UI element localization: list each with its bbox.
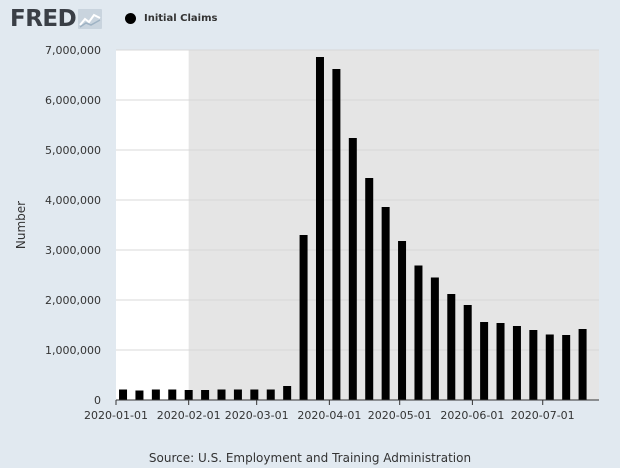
y-axis-title: Number [14,201,28,249]
chart-spark-icon [78,9,103,29]
legend[interactable]: Initial Claims [125,10,217,26]
x-tick-label: 2020-06-01 [440,409,504,422]
bar[interactable] [233,389,242,401]
bar[interactable] [430,277,439,401]
fred-logo: FRED [10,6,77,32]
y-tick-label: 2,000,000 [45,294,101,307]
y-tick-label: 0 [94,394,101,407]
bar[interactable] [299,235,308,400]
bar[interactable] [463,305,472,400]
bar[interactable] [315,57,324,400]
bar[interactable] [398,241,407,400]
bars [119,57,587,400]
bar[interactable] [135,390,144,401]
source-note: Source: U.S. Employment and Training Adm… [148,451,472,465]
y-tick-labels: 0 1,000,000 2,000,000 3,000,000 4,000,000 5,0… [45,44,101,407]
bar[interactable] [365,178,374,400]
fred-logo-area[interactable]: FRED [10,6,103,32]
x-tick-label: 2020-05-01 [368,409,432,422]
legend-dot-icon [125,12,136,24]
x-tick-labels: 2020-01-01 2020-02-01 2020-03-01 2020-04-01… [84,400,575,422]
bar[interactable] [562,335,571,400]
y-tick-label: 4,000,000 [45,194,101,207]
bar[interactable] [496,323,505,400]
bar[interactable] [578,329,587,400]
bar[interactable] [250,389,259,401]
bar[interactable] [217,389,226,401]
bar[interactable] [151,389,160,401]
bar[interactable] [545,334,554,401]
x-tick-label: 2020-03-01 [225,409,289,422]
y-tick-label: 1,000,000 [45,344,101,357]
bar[interactable] [119,389,128,401]
shaded-region [188,50,600,400]
bar[interactable] [447,294,456,400]
y-tick-label: 5,000,000 [45,144,101,157]
y-tick-label: 6,000,000 [45,94,101,107]
x-tick-label: 2020-04-01 [297,409,361,422]
bar[interactable] [201,390,210,400]
legend-label: Initial Claims [144,12,218,24]
bar[interactable] [283,386,292,400]
bar[interactable] [348,138,357,400]
bar[interactable] [414,265,423,401]
y-tick-label: 7,000,000 [45,44,101,57]
bar[interactable] [184,390,193,400]
bar[interactable] [512,326,521,400]
chart: 0 1,000,000 2,000,000 3,000,000 4,000,000 5,0… [14,44,600,422]
bar[interactable] [168,389,177,401]
bar[interactable] [381,207,390,400]
bar[interactable] [529,330,538,400]
bar[interactable] [266,389,275,401]
bar[interactable] [332,69,341,400]
x-tick-label: 2020-02-01 [157,409,221,422]
x-tick-label: 2020-01-01 [84,409,148,422]
x-tick-label: 2020-07-01 [511,409,575,422]
y-tick-label: 3,000,000 [45,244,101,257]
bar[interactable] [480,322,489,400]
